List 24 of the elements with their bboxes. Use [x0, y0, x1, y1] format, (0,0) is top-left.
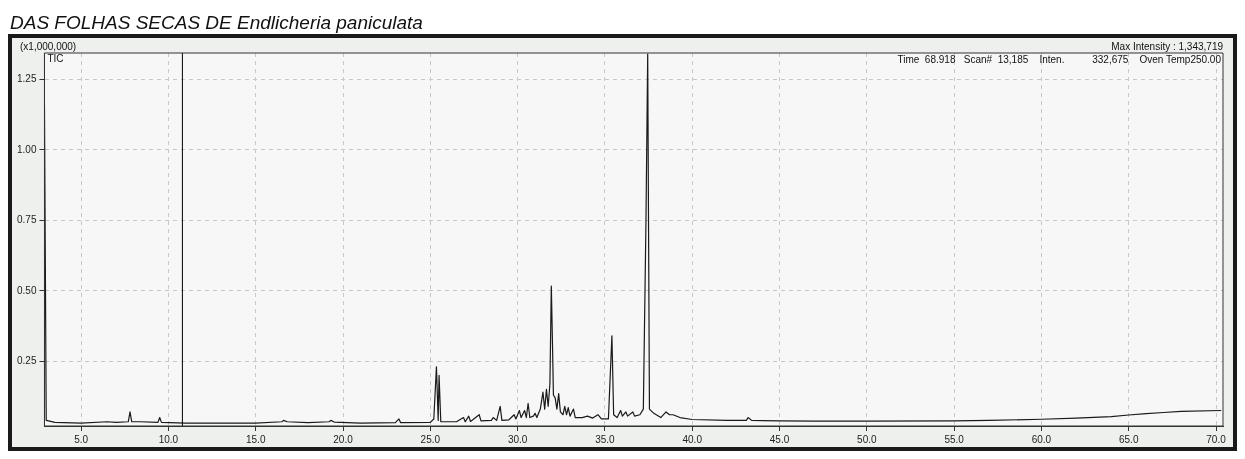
x-tick-label: 20.0	[333, 433, 354, 445]
x-tick-label: 15.0	[245, 433, 266, 445]
x-tick-label: 35.0	[595, 433, 616, 445]
y-axis-title: (x1,000,000)	[20, 40, 77, 52]
annotation: Time 68.918 Scan# 13,185 Inten. 332,675 Oven Temp250.00	[897, 53, 1222, 65]
x-tick-label: 25.0	[420, 433, 441, 445]
chart-title: DAS FOLHAS SECAS DE Endlicheria paniculata	[10, 12, 423, 33]
x-tick-label: 30.0	[507, 433, 528, 445]
x-tick-label: 5.0	[74, 433, 89, 445]
x-tick-label: 60.0	[1031, 433, 1052, 445]
y-tick-label: 0.75	[16, 214, 37, 226]
y-tick-label: 0.25	[16, 354, 37, 366]
x-tick-label: 55.0	[944, 433, 965, 445]
y-tick-label: 1.25	[16, 73, 37, 85]
y-tick-label: 1.00	[16, 143, 37, 155]
x-tick-label: 70.0	[1206, 433, 1227, 445]
x-tick-label: 50.0	[857, 433, 877, 445]
x-tick-label: 10.0	[158, 433, 179, 445]
text: Max Intensity : 1,343,719	[1111, 40, 1224, 52]
x-tick-label: 40.0	[682, 433, 703, 445]
annotation: TIC	[47, 52, 64, 64]
y-tick-label: 0.50	[16, 284, 37, 296]
x-tick-label: 65.0	[1118, 433, 1139, 445]
x-tick-label: 45.0	[769, 433, 790, 445]
